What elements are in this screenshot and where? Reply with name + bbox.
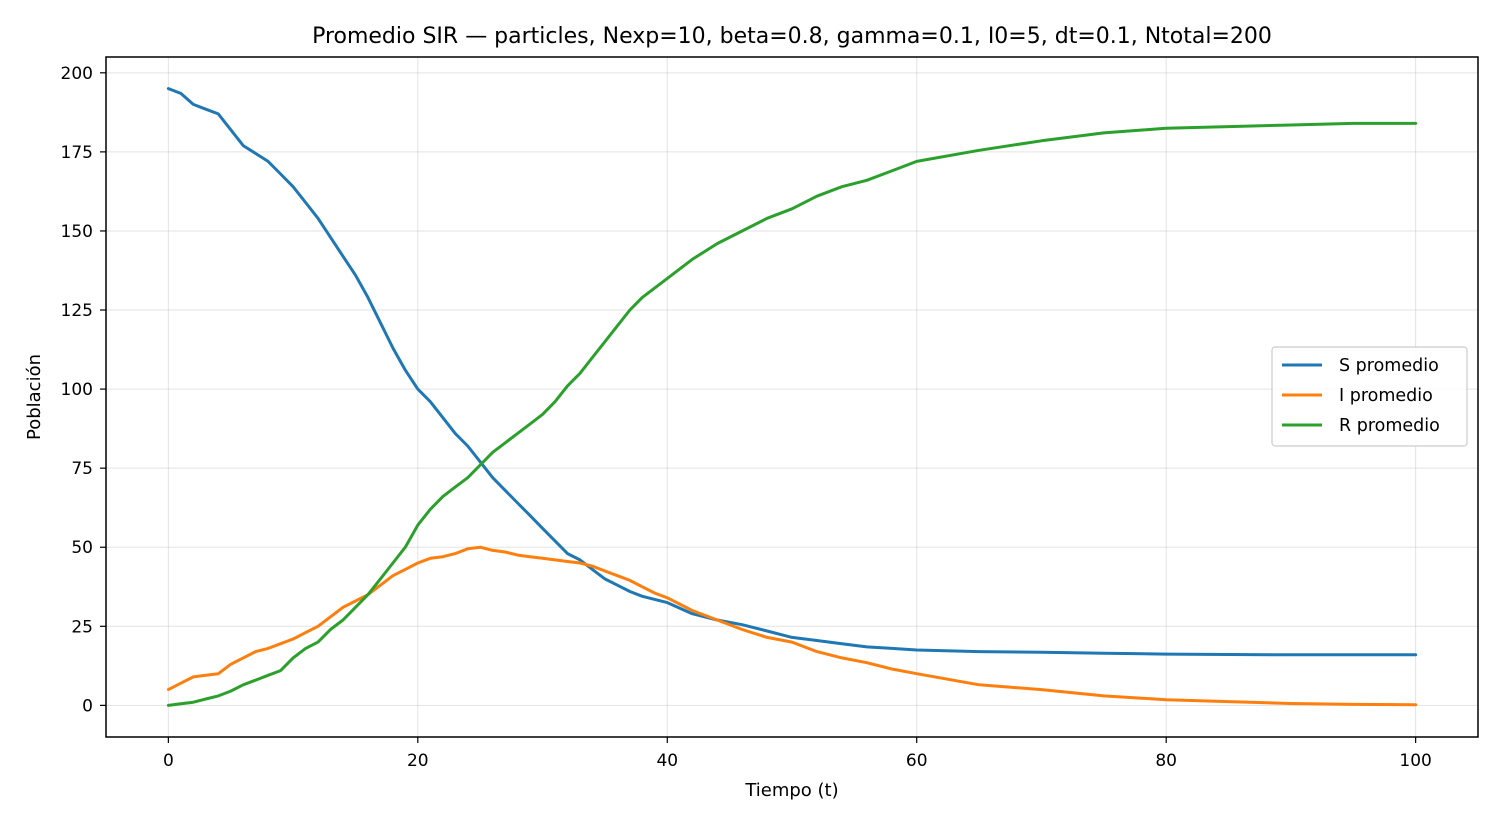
y-axis-title: Población bbox=[24, 354, 45, 440]
legend-label-s: S promedio bbox=[1339, 356, 1439, 376]
y-tick-label: 125 bbox=[61, 301, 93, 321]
legend-label-r: R promedio bbox=[1339, 416, 1440, 436]
legend: S promedio I promedio R promedio bbox=[1271, 346, 1468, 447]
y-tick-label: 50 bbox=[71, 538, 93, 558]
y-tick-label: 150 bbox=[61, 222, 93, 242]
axis-ticks: 0 20 40 60 80 100 0 25 50 75 100 125 150 175 200 bbox=[61, 64, 1432, 771]
plot-area-frame bbox=[105, 56, 1479, 738]
x-axis-title: Tiempo (t) bbox=[744, 780, 838, 801]
x-tick-label: 80 bbox=[1155, 751, 1177, 771]
y-tick-label: 175 bbox=[61, 143, 93, 163]
y-tick-label: 25 bbox=[71, 617, 93, 637]
series-line-i bbox=[166, 545, 1418, 707]
series-line-r bbox=[166, 121, 1418, 707]
chart-title: Promedio SIR — particles, Nexp=10, beta=… bbox=[312, 24, 1272, 49]
legend-box bbox=[1271, 346, 1468, 447]
x-tick-label: 100 bbox=[1399, 751, 1431, 771]
series-line-s bbox=[166, 87, 1418, 657]
y-tick-label: 0 bbox=[82, 696, 93, 716]
x-tick-label: 0 bbox=[163, 751, 174, 771]
x-tick-label: 60 bbox=[906, 751, 928, 771]
x-tick-label: 20 bbox=[407, 751, 429, 771]
y-tick-label: 200 bbox=[61, 64, 93, 84]
series-lines bbox=[166, 87, 1418, 707]
y-tick-label: 100 bbox=[61, 380, 93, 400]
legend-label-i: I promedio bbox=[1339, 386, 1433, 406]
y-tick-label: 75 bbox=[71, 459, 93, 479]
x-tick-label: 40 bbox=[656, 751, 678, 771]
